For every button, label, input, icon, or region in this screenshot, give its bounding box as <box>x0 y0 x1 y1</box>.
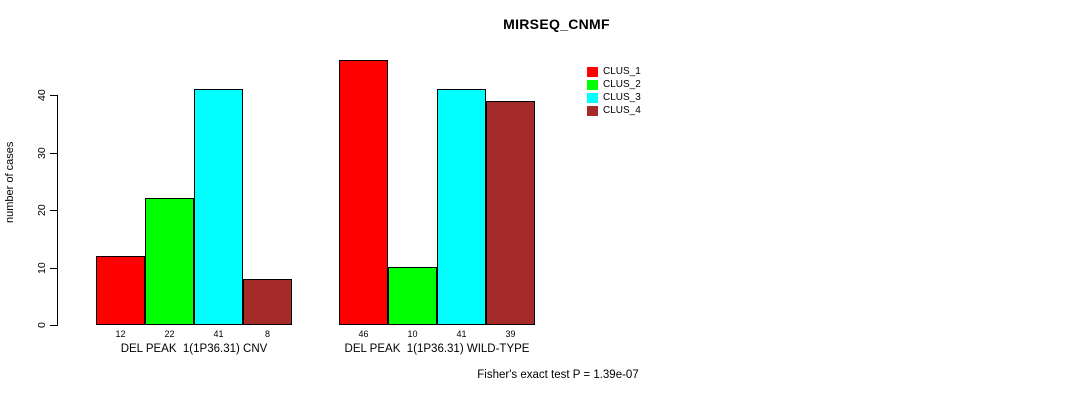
y-tick <box>50 268 58 269</box>
legend-swatch <box>587 93 598 103</box>
y-tick <box>50 95 58 96</box>
y-axis-label: number of cases <box>4 141 16 223</box>
legend-row: CLUS_2 <box>587 79 641 91</box>
y-tick-label: 10 <box>36 262 48 274</box>
bar-value-label: 41 <box>456 329 467 339</box>
bar-value-label: 39 <box>505 329 516 339</box>
group-label: DEL PEAK 1(1P36.31) CNV <box>120 343 268 355</box>
bar <box>388 267 437 325</box>
bar-value-label: 41 <box>213 329 224 339</box>
bar <box>437 89 486 325</box>
bar-value-label: 46 <box>358 329 369 339</box>
legend-row: CLUS_4 <box>587 105 641 117</box>
legend-swatch <box>587 80 598 90</box>
legend-label: CLUS_2 <box>603 79 641 90</box>
y-tick-label: 0 <box>36 322 48 328</box>
y-tick-label: 40 <box>36 89 48 101</box>
bar <box>145 198 194 325</box>
y-tick-label: 20 <box>36 204 48 216</box>
bar <box>486 101 535 325</box>
legend-row: CLUS_3 <box>587 92 641 104</box>
y-tick <box>50 153 58 154</box>
bar <box>243 279 292 325</box>
y-tick <box>50 210 58 211</box>
bar-value-label: 12 <box>115 329 126 339</box>
y-tick-label: 30 <box>36 147 48 159</box>
legend-swatch <box>587 106 598 116</box>
bar <box>96 256 145 325</box>
legend-label: CLUS_1 <box>603 66 641 77</box>
bar-value-label: 10 <box>407 329 418 339</box>
footnote: Fisher's exact test P = 1.39e-07 <box>477 369 639 381</box>
legend-swatch <box>587 67 598 77</box>
legend-label: CLUS_4 <box>603 105 641 116</box>
chart-title: MIRSEQ_CNMF <box>503 16 610 32</box>
legend-row: CLUS_1 <box>587 66 641 78</box>
bar-value-label: 8 <box>264 329 271 339</box>
bar <box>194 89 243 325</box>
legend-label: CLUS_3 <box>603 92 641 103</box>
group-label: DEL PEAK 1(1P36.31) WILD-TYPE <box>344 343 530 355</box>
bar <box>339 60 388 325</box>
bar-value-label: 22 <box>164 329 175 339</box>
y-tick <box>50 325 58 326</box>
